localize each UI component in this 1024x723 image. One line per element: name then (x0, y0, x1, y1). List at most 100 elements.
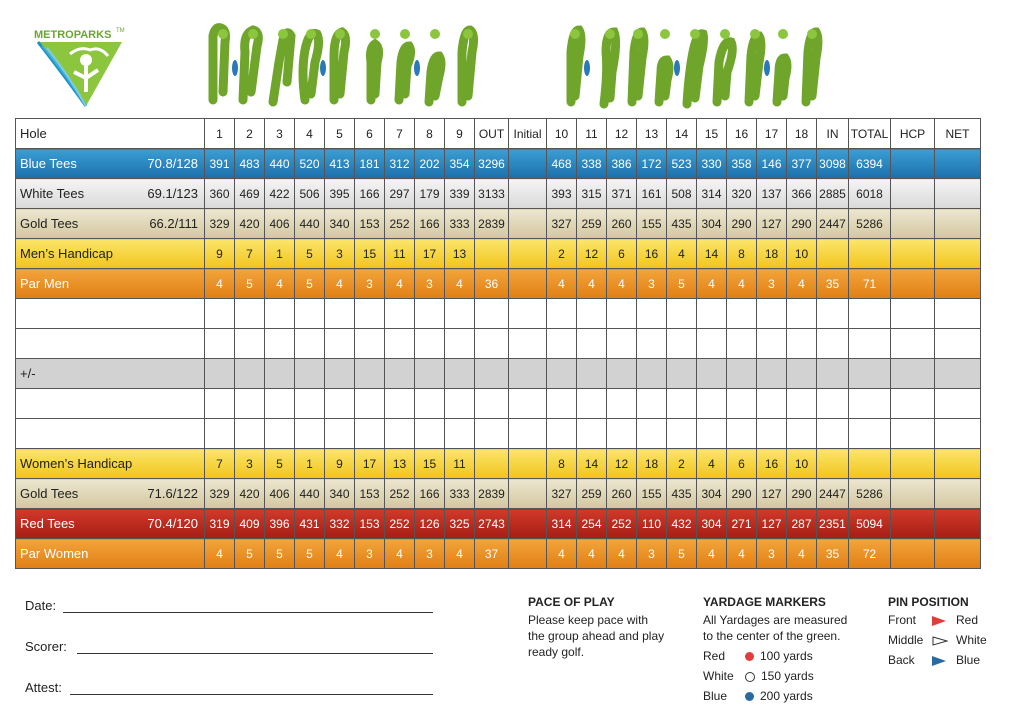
hole-5-cell[interactable] (324, 298, 355, 329)
initial-cell[interactable] (508, 358, 547, 389)
hole-10-cell[interactable] (546, 328, 577, 359)
hole-12-cell[interactable] (606, 358, 637, 389)
hole-2-cell[interactable] (234, 358, 265, 389)
initial-cell[interactable] (508, 298, 547, 329)
hole-1-cell[interactable] (204, 358, 235, 389)
scorer-field[interactable]: Scorer: (25, 639, 433, 654)
hole-14-cell[interactable] (666, 418, 697, 449)
hole-16-cell[interactable] (726, 328, 757, 359)
date-field[interactable]: Date: (25, 598, 433, 613)
hole-14-cell[interactable] (666, 388, 697, 419)
hole-14-cell[interactable] (666, 328, 697, 359)
hcp-cell[interactable] (890, 538, 935, 569)
hole-10-cell[interactable] (546, 388, 577, 419)
hole-13-cell[interactable] (636, 328, 667, 359)
hole-16-cell[interactable] (726, 388, 757, 419)
hole-12-cell[interactable] (606, 328, 637, 359)
net-cell[interactable] (934, 418, 981, 449)
initial-cell[interactable] (508, 418, 547, 449)
hole-1-cell[interactable] (204, 298, 235, 329)
hole-5-cell[interactable] (324, 388, 355, 419)
initial-cell[interactable] (508, 478, 547, 509)
total-cell[interactable] (848, 388, 891, 419)
hcp-cell[interactable] (890, 388, 935, 419)
hole-18-cell[interactable] (786, 298, 817, 329)
hcp-cell[interactable] (890, 358, 935, 389)
net-cell[interactable] (934, 268, 981, 299)
net-cell[interactable] (934, 388, 981, 419)
hole-18-cell[interactable] (786, 328, 817, 359)
net-cell[interactable] (934, 508, 981, 539)
hole-9-cell[interactable] (444, 298, 475, 329)
hole-15-cell[interactable] (696, 388, 727, 419)
hole-4-cell[interactable] (294, 418, 325, 449)
hole-6-cell[interactable] (354, 418, 385, 449)
net-cell[interactable] (934, 448, 981, 479)
hole-11-cell[interactable] (576, 328, 607, 359)
out-cell[interactable] (474, 298, 509, 329)
hole-18-cell[interactable] (786, 358, 817, 389)
hole-10-cell[interactable] (546, 358, 577, 389)
in-cell[interactable] (816, 328, 849, 359)
net-cell[interactable] (934, 538, 981, 569)
total-cell[interactable] (848, 418, 891, 449)
hole-2-cell[interactable] (234, 418, 265, 449)
net-cell[interactable] (934, 358, 981, 389)
net-cell[interactable] (934, 478, 981, 509)
hole-7-cell[interactable] (384, 328, 415, 359)
hole-5-cell[interactable] (324, 358, 355, 389)
hole-8-cell[interactable] (414, 388, 445, 419)
hole-1-cell[interactable] (204, 418, 235, 449)
initial-cell[interactable] (508, 388, 547, 419)
hole-3-cell[interactable] (264, 358, 295, 389)
hcp-cell[interactable] (890, 268, 935, 299)
hole-15-cell[interactable] (696, 358, 727, 389)
hole-7-cell[interactable] (384, 388, 415, 419)
hole-9-cell[interactable] (444, 388, 475, 419)
hole-16-cell[interactable] (726, 418, 757, 449)
out-cell[interactable] (474, 328, 509, 359)
hole-9-cell[interactable] (444, 418, 475, 449)
in-cell[interactable] (816, 358, 849, 389)
initial-cell[interactable] (508, 238, 547, 269)
hole-8-cell[interactable] (414, 328, 445, 359)
hole-6-cell[interactable] (354, 328, 385, 359)
total-cell[interactable] (848, 358, 891, 389)
hole-11-cell[interactable] (576, 418, 607, 449)
hole-10-cell[interactable] (546, 298, 577, 329)
hole-1-cell[interactable] (204, 388, 235, 419)
net-cell[interactable] (934, 328, 981, 359)
initial-cell[interactable] (508, 208, 547, 239)
hole-9-cell[interactable] (444, 358, 475, 389)
hcp-cell[interactable] (890, 328, 935, 359)
hole-17-cell[interactable] (756, 328, 787, 359)
hole-13-cell[interactable] (636, 298, 667, 329)
hole-11-cell[interactable] (576, 358, 607, 389)
hole-8-cell[interactable] (414, 298, 445, 329)
hole-11-cell[interactable] (576, 388, 607, 419)
hole-7-cell[interactable] (384, 358, 415, 389)
hole-6-cell[interactable] (354, 358, 385, 389)
hole-16-cell[interactable] (726, 298, 757, 329)
initial-cell[interactable] (508, 268, 547, 299)
out-cell[interactable] (474, 358, 509, 389)
hole-3-cell[interactable] (264, 418, 295, 449)
hole-16-cell[interactable] (726, 358, 757, 389)
hole-5-cell[interactable] (324, 328, 355, 359)
net-cell[interactable] (934, 238, 981, 269)
hole-3-cell[interactable] (264, 328, 295, 359)
hcp-cell[interactable] (890, 208, 935, 239)
hcp-cell[interactable] (890, 238, 935, 269)
hole-17-cell[interactable] (756, 388, 787, 419)
hole-14-cell[interactable] (666, 358, 697, 389)
hcp-cell[interactable] (890, 508, 935, 539)
hcp-cell[interactable] (890, 178, 935, 209)
hole-3-cell[interactable] (264, 388, 295, 419)
hcp-cell[interactable] (890, 298, 935, 329)
hole-5-cell[interactable] (324, 418, 355, 449)
hole-15-cell[interactable] (696, 328, 727, 359)
hole-12-cell[interactable] (606, 298, 637, 329)
hole-11-cell[interactable] (576, 298, 607, 329)
hole-18-cell[interactable] (786, 388, 817, 419)
hole-3-cell[interactable] (264, 298, 295, 329)
